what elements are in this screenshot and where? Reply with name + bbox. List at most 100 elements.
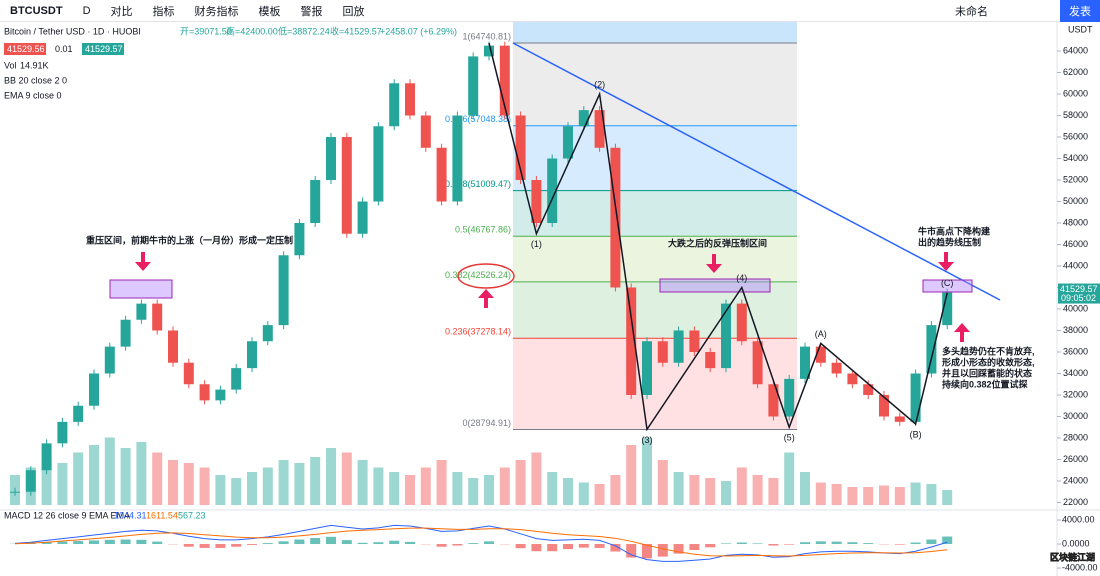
wave-label: (4) <box>736 273 747 283</box>
annotation: 大跌之后的反弹压制区间 <box>668 237 767 248</box>
quote: 41529.57 <box>85 44 123 54</box>
y-tick-label: 56000 <box>1063 131 1088 141</box>
y-tick-label: 32000 <box>1063 389 1088 399</box>
macd-reading: 1611.54 <box>146 510 178 520</box>
macd-hist <box>752 543 763 545</box>
volume-bar <box>104 437 115 505</box>
volume-bar <box>183 463 194 505</box>
macd-hist <box>847 542 858 545</box>
macd-hist <box>373 542 384 545</box>
macd-hist <box>41 542 52 545</box>
quote: 0.01 <box>55 44 73 54</box>
candle <box>310 180 321 224</box>
volume-bar <box>847 487 858 505</box>
annotation: 牛市高点下降构建 <box>918 225 991 236</box>
candle <box>484 45 494 57</box>
macd-hist <box>405 541 415 545</box>
macd-hist <box>768 544 779 546</box>
publish-button[interactable]: 发表 <box>1060 0 1100 22</box>
macd-hist <box>215 544 226 548</box>
annotation: 并且以回踩蓄能的状态 <box>942 367 1032 378</box>
macd-hist <box>910 542 921 545</box>
macd-hist <box>563 544 573 550</box>
candle <box>389 83 400 127</box>
volume-bar <box>89 445 99 505</box>
volume-bar <box>610 475 621 505</box>
y-tick-label: 36000 <box>1063 346 1088 356</box>
macd-hist <box>104 539 115 545</box>
candle <box>610 147 621 288</box>
y-tick-label: 50000 <box>1063 196 1088 206</box>
macd-hist <box>310 538 321 545</box>
volume-bar <box>484 475 494 505</box>
tool[interactable]: 警报 <box>300 5 323 18</box>
tool[interactable]: 财务指标 <box>194 5 239 18</box>
volume-bar <box>784 452 795 505</box>
candle <box>420 115 431 148</box>
layout-name[interactable]: 未命名 <box>955 5 988 18</box>
volume-bar <box>452 472 463 505</box>
volume-bar <box>594 484 605 505</box>
macd-hist <box>721 543 731 545</box>
y-tick-label: 62000 <box>1063 67 1088 77</box>
tool[interactable]: 回放 <box>342 5 365 18</box>
legend-text: 收=41529.57 <box>330 25 382 36</box>
macd-label: MACD 12 26 close 9 EMA EMA <box>4 510 130 520</box>
macd-hist <box>594 544 605 548</box>
tool[interactable]: 模板 <box>258 5 281 18</box>
arrow <box>954 323 970 342</box>
volume-bar <box>499 467 510 505</box>
fib-label: 0.5(46767.86) <box>455 225 511 235</box>
macd-hist <box>468 543 479 545</box>
volume-bar <box>531 452 542 505</box>
volume-bar <box>942 490 953 505</box>
candle <box>705 351 716 369</box>
candle <box>294 223 305 256</box>
macd-hist <box>294 539 305 545</box>
candle <box>831 362 842 374</box>
volume-bar <box>436 460 447 505</box>
annotation: 多头趋势仍在不肯放弃, <box>942 345 1035 356</box>
annotation: 出的趋势线压制 <box>918 236 981 247</box>
y-tick-label: 44000 <box>1063 260 1088 270</box>
tool[interactable]: 对比 <box>110 5 133 18</box>
symbol[interactable]: BTCUSDT <box>10 4 63 17</box>
macd-hist <box>183 544 194 547</box>
macd-hist <box>815 541 826 545</box>
volume-bar <box>926 484 937 505</box>
legend-text: 14.91K <box>20 60 49 70</box>
wave-label: (A) <box>815 329 827 339</box>
candle <box>800 346 810 379</box>
annotation: 重压区间，前期牛市的上涨（一月份）形成一定压制 <box>86 234 293 245</box>
fib-label: 0.786(57048.38) <box>445 114 511 124</box>
macd-reading: 567.23 <box>178 510 206 520</box>
candle <box>784 378 795 417</box>
candle <box>642 341 652 395</box>
tool[interactable]: 指标 <box>152 5 175 18</box>
fib-label: 0(28794.91) <box>462 418 511 428</box>
volume-bar <box>294 463 305 505</box>
macd-hist <box>247 544 257 545</box>
y-tick-label: 48000 <box>1063 217 1088 227</box>
candle <box>120 319 131 347</box>
macd-hist <box>610 544 621 552</box>
interval[interactable]: D <box>82 4 91 17</box>
volume-bar <box>689 475 700 505</box>
wave-label: (3) <box>642 435 653 445</box>
resistance-box <box>109 279 173 299</box>
macd-hist <box>736 542 747 545</box>
y-tick-label: 24000 <box>1063 475 1088 485</box>
candle <box>468 56 479 116</box>
volume-bar <box>642 437 652 505</box>
resistance-box <box>659 278 771 293</box>
fib-label: 0.382(42526.24) <box>445 270 511 280</box>
candle <box>578 110 589 127</box>
macd-hist <box>926 539 937 545</box>
y-tick-label: 52000 <box>1063 174 1088 184</box>
axis-unit: USDT <box>1068 24 1093 34</box>
volume-bar <box>768 478 779 505</box>
macd-hist <box>942 536 953 545</box>
fib-zone <box>513 43 797 126</box>
macd-hist <box>73 541 84 545</box>
